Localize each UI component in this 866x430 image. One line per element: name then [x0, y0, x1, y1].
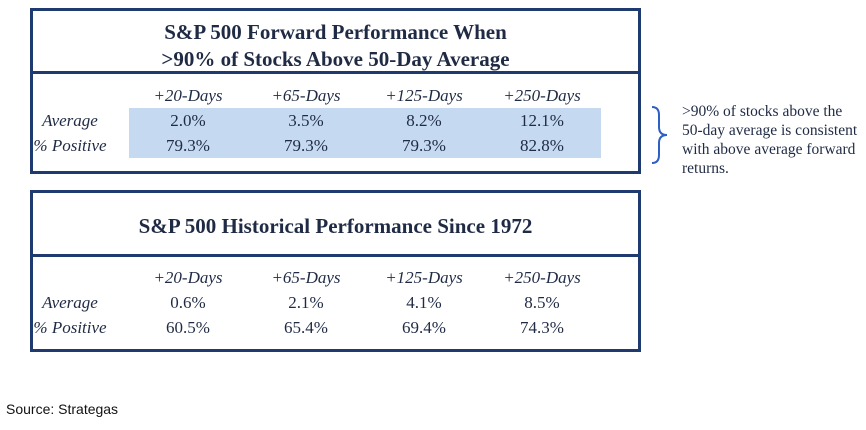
row-label-positive: % Positive	[33, 135, 107, 155]
annotation-text: >90% of stocks above the 50-day average …	[682, 103, 858, 177]
corner-cell	[33, 83, 129, 108]
table-cell: 0.6%	[170, 292, 206, 312]
table-cell: 8.5%	[524, 292, 560, 312]
table-cell: 12.1%	[483, 108, 601, 133]
curly-brace-icon	[651, 106, 668, 164]
col-header-250d: +250-Days	[503, 267, 581, 287]
historical-performance-table: +20-Days +65-Days +125-Days +250-Days Av…	[33, 265, 601, 340]
col-header-65d: +65-Days	[271, 267, 341, 287]
table-cell: 74.3%	[520, 317, 564, 337]
table-cell: 79.3%	[365, 133, 483, 158]
header-row: +20-Days +65-Days +125-Days +250-Days	[33, 83, 601, 108]
table-row: Average 0.6% 2.1% 4.1% 8.5%	[33, 290, 601, 315]
title-line-1: S&P 500 Forward Performance When	[164, 20, 507, 44]
table-cell: 79.3%	[129, 133, 247, 158]
col-header-125d: +125-Days	[385, 267, 463, 287]
table-cell: 60.5%	[166, 317, 210, 337]
title-line-1: S&P 500 Historical Performance Since 197…	[138, 214, 533, 238]
forward-performance-table: +20-Days +65-Days +125-Days +250-Days Av…	[33, 83, 601, 158]
title-line-2: >90% of Stocks Above 50-Day Average	[161, 47, 510, 71]
table-cell: 8.2%	[365, 108, 483, 133]
col-header-20d: +20-Days	[153, 85, 223, 105]
forward-performance-panel: S&P 500 Forward Performance When >90% of…	[30, 8, 641, 174]
table-cell: 82.8%	[483, 133, 601, 158]
col-header-125d: +125-Days	[385, 85, 463, 105]
historical-performance-panel: S&P 500 Historical Performance Since 197…	[30, 190, 641, 352]
table-cell: 2.0%	[129, 108, 247, 133]
col-header-20d: +20-Days	[153, 267, 223, 287]
header-row: +20-Days +65-Days +125-Days +250-Days	[33, 265, 601, 290]
corner-cell	[33, 265, 129, 290]
table-cell: 69.4%	[402, 317, 446, 337]
table-row: % Positive 60.5% 65.4% 69.4% 74.3%	[33, 315, 601, 340]
forward-performance-title: S&P 500 Forward Performance When >90% of…	[33, 11, 638, 74]
table-row: Average 2.0% 3.5% 8.2% 12.1%	[33, 108, 601, 133]
table-row: % Positive 79.3% 79.3% 79.3% 82.8%	[33, 133, 601, 158]
source-note: Source: Strategas	[6, 401, 119, 417]
table-cell: 4.1%	[406, 292, 442, 312]
table-cell: 2.1%	[288, 292, 324, 312]
table-cell: 65.4%	[284, 317, 328, 337]
col-header-65d: +65-Days	[271, 85, 341, 105]
row-label-average: Average	[42, 110, 98, 130]
col-header-250d: +250-Days	[503, 85, 581, 105]
row-label-average: Average	[42, 292, 98, 312]
table-cell: 3.5%	[247, 108, 365, 133]
table-cell: 79.3%	[247, 133, 365, 158]
row-label-positive: % Positive	[33, 317, 107, 337]
historical-performance-title: S&P 500 Historical Performance Since 197…	[33, 193, 638, 257]
